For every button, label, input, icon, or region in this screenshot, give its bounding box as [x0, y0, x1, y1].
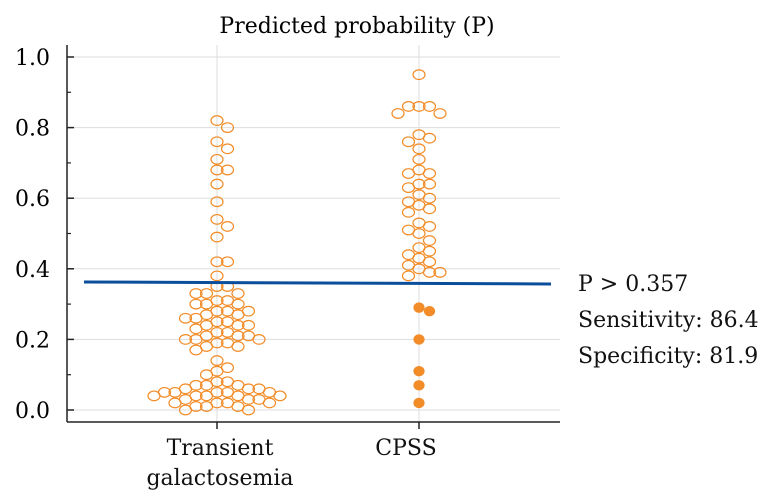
- point-open: [422, 132, 437, 144]
- point-open: [147, 390, 161, 402]
- grid: [67, 45, 560, 422]
- point-open: [210, 178, 224, 190]
- point-open: [178, 404, 193, 416]
- point-open: [412, 143, 426, 155]
- point-open: [241, 394, 256, 405]
- point-open: [422, 178, 437, 190]
- point-open: [199, 401, 214, 412]
- point-open: [168, 386, 182, 398]
- point-open: [220, 143, 235, 155]
- point-open: [168, 397, 182, 409]
- point-open: [422, 101, 437, 112]
- point-open: [422, 168, 437, 179]
- point-open: [210, 153, 224, 165]
- sensitivity-annotation: Sensitivity: 86.4: [578, 308, 759, 333]
- point-open: [231, 298, 245, 310]
- point-open: [262, 397, 277, 409]
- point-open: [412, 69, 426, 81]
- point-filled: [413, 334, 425, 345]
- point-open: [210, 355, 224, 366]
- point-open: [199, 298, 214, 310]
- axes: [66, 45, 560, 429]
- point-open: [401, 270, 416, 282]
- point-open: [231, 330, 245, 342]
- point-open: [273, 390, 287, 402]
- point-filled: [413, 302, 425, 313]
- point-open: [210, 256, 224, 268]
- point-open: [189, 298, 203, 310]
- point-open: [412, 153, 426, 165]
- points: [147, 69, 447, 416]
- point-open: [189, 344, 203, 356]
- point-open: [422, 266, 437, 278]
- point-filled: [423, 305, 436, 317]
- point-open: [412, 101, 426, 112]
- point-open: [210, 213, 224, 225]
- point-open: [189, 334, 203, 345]
- point-open: [401, 182, 416, 194]
- point-open: [241, 404, 256, 416]
- point-open: [210, 270, 224, 282]
- point-open: [433, 108, 447, 119]
- point-filled: [413, 365, 425, 377]
- point-open: [422, 221, 437, 232]
- point-open: [422, 235, 437, 246]
- point-open: [412, 228, 426, 239]
- cutoff-annotation: P > 0.357: [578, 272, 689, 297]
- point-open: [189, 288, 203, 299]
- point-open: [401, 136, 416, 148]
- x-category-label: CPSS: [375, 436, 437, 461]
- specificity-annotation: Specificity: 81.9: [578, 344, 759, 369]
- point-open: [210, 115, 224, 126]
- point-filled: [413, 397, 425, 409]
- point-open: [199, 288, 214, 299]
- point-open: [422, 256, 437, 268]
- point-open: [401, 206, 416, 218]
- point-open: [178, 334, 193, 345]
- y-ticks: 0.0 0.2 0.4 0.6 0.8 1.0: [15, 46, 74, 424]
- point-open: [401, 101, 416, 112]
- point-open: [422, 203, 437, 215]
- point-open: [391, 108, 405, 119]
- y-tick-label: 0.6: [15, 187, 50, 212]
- point-open: [401, 168, 416, 179]
- x-category-label: Transient galactosemia: [146, 436, 294, 491]
- point-open: [422, 192, 437, 204]
- point-open: [189, 312, 203, 324]
- point-open: [178, 312, 193, 324]
- point-open: [220, 256, 235, 268]
- y-tick-label: 0.8: [15, 117, 50, 142]
- point-open: [252, 334, 266, 345]
- point-open: [199, 369, 214, 381]
- point-filled: [413, 380, 425, 391]
- y-tick-label: 0.0: [15, 399, 50, 424]
- chart-title: Predicted probability (P): [219, 14, 494, 39]
- point-open: [199, 390, 214, 402]
- point-open: [241, 383, 256, 395]
- point-open: [220, 164, 235, 176]
- y-tick-label: 0.2: [15, 328, 50, 353]
- y-tick-label: 1.0: [15, 46, 50, 71]
- point-open: [210, 231, 224, 243]
- point-open: [231, 288, 245, 299]
- point-open: [210, 164, 224, 176]
- point-open: [189, 323, 203, 335]
- point-open: [231, 319, 245, 331]
- cutoff-line: [83, 280, 552, 286]
- point-open: [210, 196, 224, 208]
- y-tick-label: 0.4: [15, 258, 50, 283]
- point-open: [433, 266, 447, 278]
- point-open: [210, 136, 224, 148]
- point-open: [199, 379, 214, 391]
- point-open: [220, 221, 235, 232]
- point-open: [231, 309, 245, 321]
- point-open: [220, 122, 235, 133]
- point-open: [231, 341, 245, 352]
- point-open: [422, 245, 437, 257]
- point-open: [241, 319, 256, 331]
